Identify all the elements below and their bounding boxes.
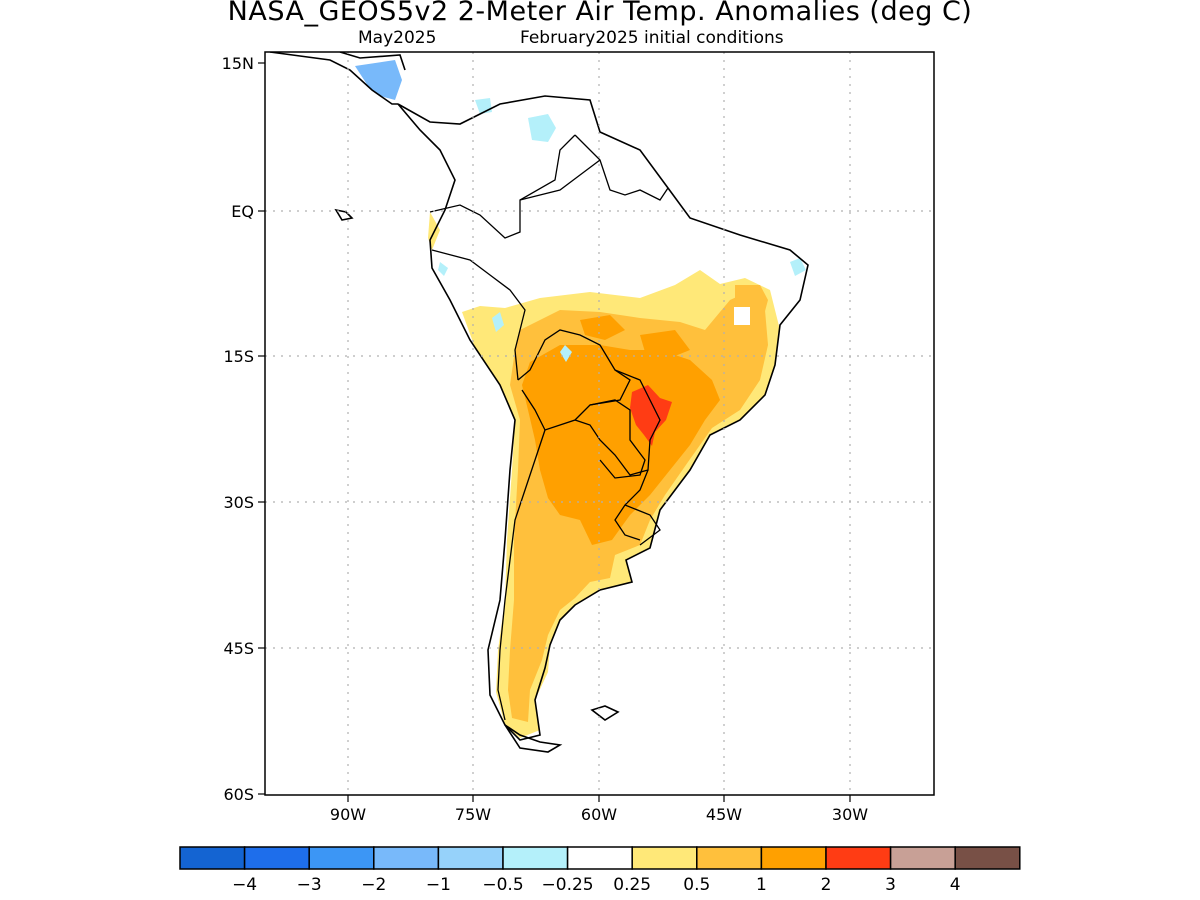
lat-label: EQ <box>231 202 254 221</box>
coast-caribbean <box>339 52 406 71</box>
colorbar-swatch <box>631 846 698 870</box>
colorbar-swatch <box>243 846 310 870</box>
coast-falklands <box>590 705 620 721</box>
anomaly-2-3 <box>630 385 672 446</box>
colorbar-swatch <box>825 846 892 870</box>
colorbar-label: 2 <box>821 875 832 895</box>
border-bolivia <box>517 329 631 431</box>
colorbar-swatch <box>760 846 827 870</box>
border-chile-argentina <box>497 429 546 721</box>
border-venezuela <box>519 159 601 201</box>
colorbar-swatch <box>437 846 504 870</box>
lat-label: 45S <box>223 639 254 658</box>
colorbar-swatch <box>502 846 569 870</box>
anomaly-neg-central-america <box>355 60 402 100</box>
colorbar-swatch <box>696 846 763 870</box>
map-content <box>265 52 934 795</box>
colorbar-label: −0.25 <box>542 875 594 895</box>
coast-tierra-del-fuego <box>504 724 563 753</box>
border-colombia <box>429 134 576 239</box>
anomaly-1-2 <box>522 345 720 545</box>
colorbar-swatch <box>373 846 440 870</box>
coast-galapagos <box>334 208 354 221</box>
anomaly-neg-center <box>560 345 572 362</box>
anomaly-1-2-north <box>580 315 625 340</box>
colorbar-label: 1 <box>756 875 767 895</box>
colorbar-label: 0.25 <box>613 875 651 895</box>
lat-label: 15S <box>223 347 254 366</box>
colorbar-swatch <box>566 846 633 870</box>
coast-central-america <box>269 52 398 105</box>
border-paraguay <box>589 399 646 479</box>
lat-label: 30S <box>223 493 254 512</box>
colorbar-swatch <box>308 846 375 870</box>
colorbar-label: −3 <box>297 875 322 895</box>
initial-conditions: February2025 initial conditions <box>520 28 784 48</box>
anomaly-white-patch <box>734 307 750 325</box>
colorbar: −4 −3 −2 −1 −0.5 −0.25 0.25 0.5 1 2 3 4 <box>179 846 1021 895</box>
lon-label: 90W <box>330 805 366 824</box>
axis-ticks <box>258 62 851 802</box>
anomaly-neg-ecuador <box>438 262 448 276</box>
colorbar-label: −4 <box>232 875 257 895</box>
border-peru <box>431 249 526 381</box>
border-argentina-brazil <box>614 469 649 541</box>
anomaly-neg-east <box>790 258 806 276</box>
lon-label: 45W <box>706 805 742 824</box>
colorbar-swatch <box>954 846 1021 870</box>
lat-label: 60S <box>223 785 254 804</box>
forecast-month: May2025 <box>358 28 437 48</box>
lon-label: 30W <box>832 805 868 824</box>
lon-label: 75W <box>455 805 491 824</box>
lon-label: 60W <box>581 805 617 824</box>
colorbar-label: 3 <box>885 875 896 895</box>
country-borders <box>429 134 669 721</box>
anomaly-neg-north <box>528 114 556 142</box>
colorbar-label: −2 <box>361 875 386 895</box>
colorbar-label: −1 <box>426 875 451 895</box>
colorbar-swatch <box>179 846 246 870</box>
colorbar-swatch <box>889 846 956 870</box>
border-uruguay <box>624 504 661 546</box>
colorbar-label: 4 <box>950 875 961 895</box>
anomaly-1-2-central <box>640 330 690 358</box>
anomaly-neg-andes <box>492 312 504 332</box>
map-title: NASA_GEOS5v2 2-Meter Air Temp. Anomalies… <box>227 0 973 27</box>
lat-label: 15N <box>222 54 254 73</box>
colorbar-label: −0.5 <box>482 875 523 895</box>
colorbar-label: 0.5 <box>683 875 710 895</box>
